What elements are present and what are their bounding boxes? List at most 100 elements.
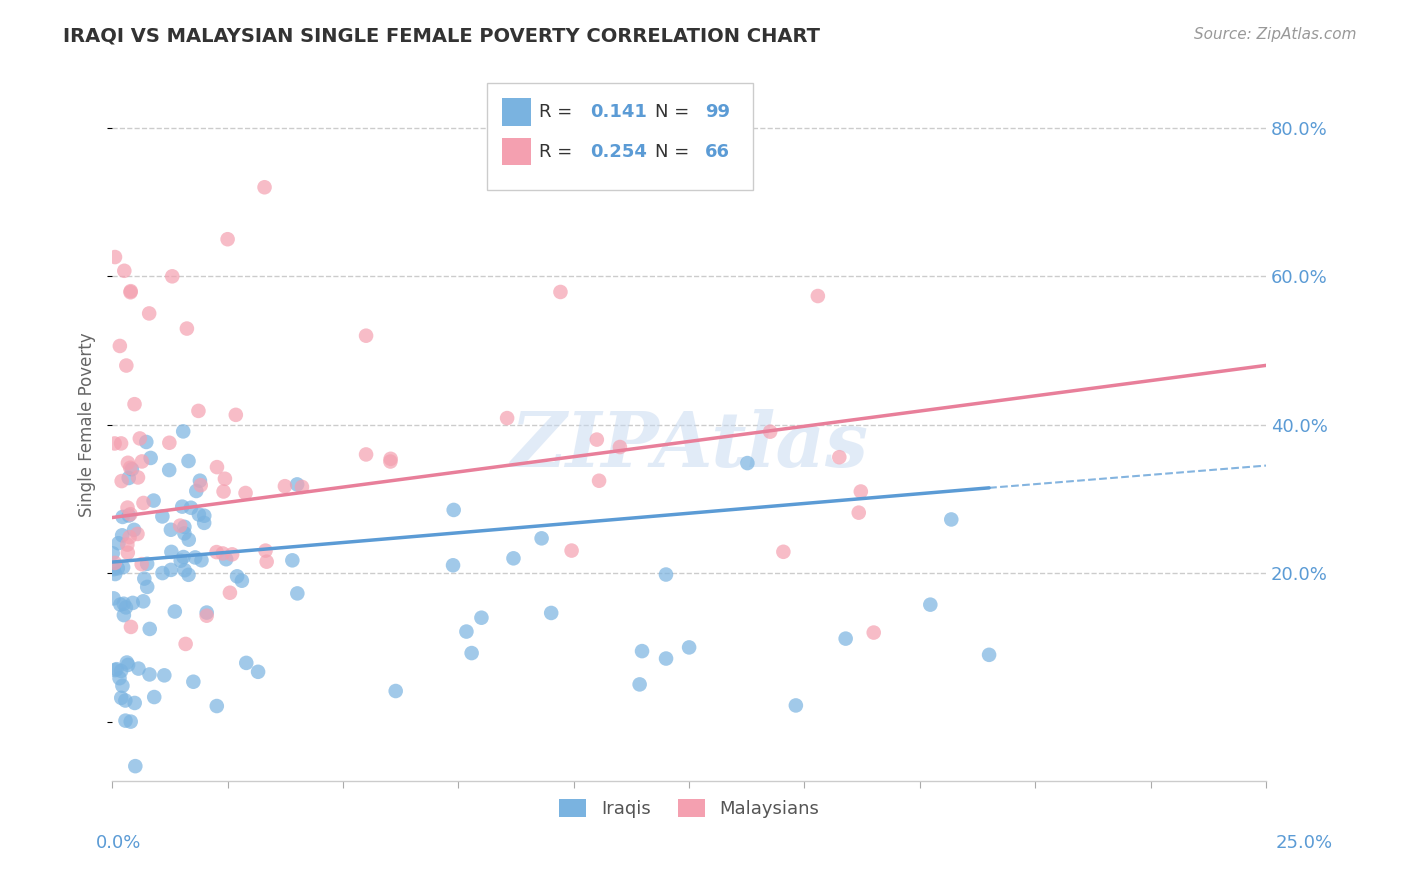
Text: IRAQI VS MALAYSIAN SINGLE FEMALE POVERTY CORRELATION CHART: IRAQI VS MALAYSIAN SINGLE FEMALE POVERTY… xyxy=(63,27,820,45)
Text: 25.0%: 25.0% xyxy=(1275,834,1333,852)
Point xyxy=(862,625,884,640)
FancyBboxPatch shape xyxy=(502,98,531,126)
Point xyxy=(180,500,202,515)
Point xyxy=(114,714,136,728)
Point xyxy=(235,656,257,670)
Point xyxy=(115,656,138,670)
Text: 66: 66 xyxy=(706,143,730,161)
Point xyxy=(121,462,143,476)
Point xyxy=(221,547,243,561)
Point xyxy=(127,470,149,484)
Point xyxy=(737,456,759,470)
Point xyxy=(117,456,139,470)
Point xyxy=(231,574,253,588)
Point xyxy=(153,668,176,682)
Text: 0.141: 0.141 xyxy=(591,103,647,121)
Point xyxy=(205,545,228,559)
Point xyxy=(193,508,215,523)
Point xyxy=(112,560,135,574)
Point xyxy=(443,503,465,517)
Point xyxy=(136,557,159,571)
Point xyxy=(111,679,134,693)
Point xyxy=(120,507,142,521)
Point xyxy=(172,500,194,514)
Point xyxy=(628,677,651,691)
Text: R =: R = xyxy=(538,103,578,121)
Point xyxy=(187,404,209,418)
Point xyxy=(124,696,146,710)
Point xyxy=(117,657,139,672)
Point xyxy=(195,606,218,620)
Point xyxy=(441,558,464,573)
Point xyxy=(187,508,209,522)
Point xyxy=(828,450,851,465)
Point xyxy=(107,536,129,550)
Point xyxy=(120,714,142,729)
Point xyxy=(772,545,794,559)
Legend: Iraqis, Malaysians: Iraqis, Malaysians xyxy=(553,791,827,825)
Point xyxy=(107,561,129,575)
Point xyxy=(217,232,239,246)
Point xyxy=(254,543,277,558)
Point xyxy=(104,556,127,570)
Point xyxy=(186,483,208,498)
Point xyxy=(124,397,146,411)
Point xyxy=(121,596,143,610)
Point xyxy=(128,432,150,446)
Text: ZIPAtlas: ZIPAtlas xyxy=(510,409,868,483)
Point xyxy=(177,454,200,468)
Point xyxy=(380,451,402,466)
Point xyxy=(132,496,155,510)
Point xyxy=(172,549,194,564)
Point xyxy=(190,478,212,492)
Point xyxy=(678,640,700,655)
Point xyxy=(142,493,165,508)
Point xyxy=(631,644,654,658)
Point xyxy=(285,586,308,600)
Point xyxy=(585,433,607,447)
Point xyxy=(120,620,142,634)
Point xyxy=(110,690,132,705)
Point xyxy=(176,321,198,335)
Point xyxy=(173,520,195,534)
Point xyxy=(285,477,308,491)
Point xyxy=(655,651,678,665)
Point xyxy=(253,180,276,194)
Point xyxy=(759,425,782,439)
Point xyxy=(655,567,678,582)
Point xyxy=(470,611,492,625)
Point xyxy=(127,662,149,676)
Point xyxy=(103,562,125,576)
Point xyxy=(118,508,141,523)
Point xyxy=(211,546,233,560)
Point xyxy=(530,532,553,546)
Point xyxy=(115,359,138,373)
Point xyxy=(785,698,807,713)
Point xyxy=(112,608,135,623)
Point xyxy=(124,759,146,773)
Point xyxy=(195,608,218,623)
Point xyxy=(160,523,183,537)
Point xyxy=(117,546,139,560)
Point xyxy=(110,436,132,450)
Point xyxy=(120,460,142,475)
Point xyxy=(215,552,238,566)
Point xyxy=(104,250,127,264)
Point xyxy=(834,632,856,646)
Point xyxy=(115,600,138,615)
Point xyxy=(138,306,160,320)
Point xyxy=(173,526,195,541)
Text: 0.254: 0.254 xyxy=(591,143,647,161)
Point xyxy=(127,527,149,541)
Point xyxy=(104,436,127,450)
Point xyxy=(163,605,186,619)
Text: Source: ZipAtlas.com: Source: ZipAtlas.com xyxy=(1194,27,1357,42)
Point xyxy=(609,440,631,454)
Point xyxy=(247,665,270,679)
Point xyxy=(108,671,131,685)
Point xyxy=(117,538,139,552)
Point xyxy=(849,484,872,499)
Point xyxy=(169,518,191,533)
Point xyxy=(183,674,205,689)
Point xyxy=(384,684,406,698)
